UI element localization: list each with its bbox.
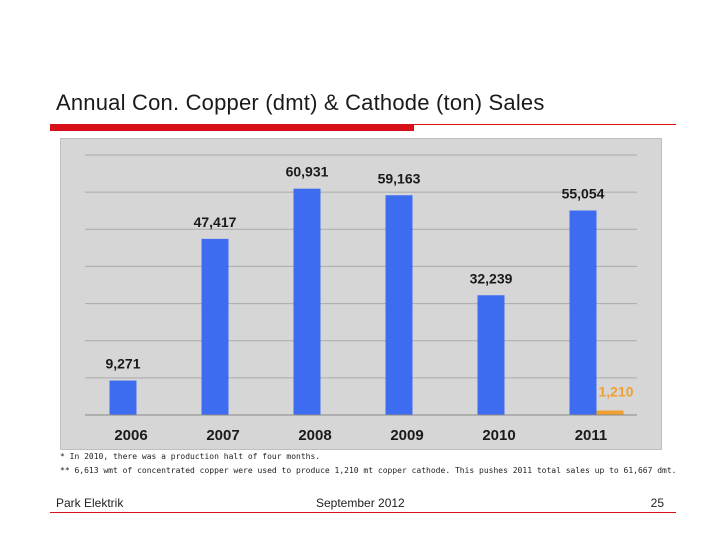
bar-copper-2006 <box>109 380 137 415</box>
x-tick-label-2007: 2007 <box>206 427 239 444</box>
x-tick-label-2010: 2010 <box>482 427 515 444</box>
data-label-copper-2010: 32,239 <box>470 270 513 286</box>
data-label-copper-2008: 60,931 <box>286 164 329 180</box>
bar-copper-2008 <box>293 188 321 415</box>
bar-chart: 9,271 2006 47,417 2007 60,931 2008 59,163 2009 3… <box>85 154 637 444</box>
data-label-copper-2009: 59,163 <box>378 170 421 186</box>
bar-copper-2009 <box>385 195 413 415</box>
data-label-copper-2006: 9,271 <box>105 356 140 372</box>
x-tick-label-2011: 2011 <box>575 427 608 444</box>
footnote-cathode: ** 6,613 wmt of concentrated copper were… <box>60 466 677 475</box>
footer-page-number: 25 <box>650 496 664 510</box>
footer-divider <box>50 512 676 513</box>
data-label-copper-2011: 55,054 <box>562 186 605 202</box>
bar-copper-2011 <box>569 210 597 415</box>
chart-panel: 9,271 2006 47,417 2007 60,931 2008 59,163 2009 3… <box>60 138 662 450</box>
bar-copper-2010 <box>477 295 505 415</box>
footer-company: Park Elektrik <box>56 496 124 510</box>
title-accent-bar <box>50 124 414 131</box>
data-label-copper-2007: 47,417 <box>194 214 237 230</box>
data-label-cathode-2011: 1,210 <box>598 384 633 400</box>
bar-copper-2007 <box>201 238 229 415</box>
x-tick-label-2008: 2008 <box>298 427 331 444</box>
x-tick-label-2009: 2009 <box>390 427 423 444</box>
slide-title: Annual Con. Copper (dmt) & Cathode (ton)… <box>56 90 545 115</box>
footnote-production-halt: * In 2010, there was a production halt o… <box>60 452 321 461</box>
title-divider <box>414 124 676 125</box>
footer-date: September 2012 <box>316 496 405 510</box>
x-tick-label-2006: 2006 <box>114 427 147 444</box>
bar-cathode-2011 <box>596 410 624 415</box>
